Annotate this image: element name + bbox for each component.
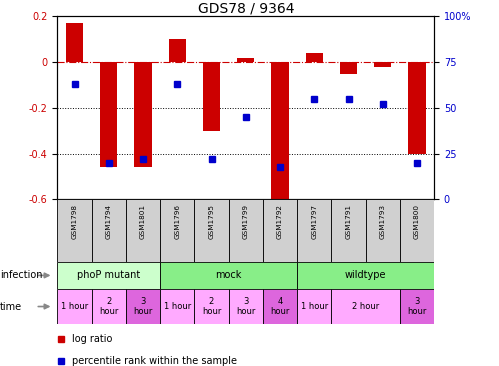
Bar bbox=[297, 289, 331, 324]
Title: GDS78 / 9364: GDS78 / 9364 bbox=[198, 1, 294, 15]
Bar bbox=[195, 289, 229, 324]
Text: GSM1792: GSM1792 bbox=[277, 205, 283, 239]
Text: 3
hour: 3 hour bbox=[236, 297, 255, 316]
Bar bbox=[331, 199, 366, 262]
Bar bbox=[203, 62, 220, 131]
Bar bbox=[340, 62, 357, 74]
Bar bbox=[263, 289, 297, 324]
Bar bbox=[331, 289, 400, 324]
Text: log ratio: log ratio bbox=[72, 333, 113, 344]
Text: 2
hour: 2 hour bbox=[99, 297, 118, 316]
Text: 2 hour: 2 hour bbox=[352, 302, 379, 311]
Text: GSM1797: GSM1797 bbox=[311, 205, 317, 239]
Text: 4
hour: 4 hour bbox=[270, 297, 290, 316]
Text: GSM1800: GSM1800 bbox=[414, 205, 420, 239]
Text: GSM1796: GSM1796 bbox=[174, 205, 180, 239]
Text: GSM1791: GSM1791 bbox=[345, 205, 351, 239]
Text: GSM1798: GSM1798 bbox=[71, 205, 77, 239]
Bar bbox=[263, 199, 297, 262]
Bar bbox=[126, 289, 160, 324]
Bar bbox=[229, 199, 263, 262]
Bar bbox=[229, 289, 263, 324]
Text: GSM1793: GSM1793 bbox=[380, 205, 386, 239]
Text: wildtype: wildtype bbox=[345, 270, 386, 280]
Text: phoP mutant: phoP mutant bbox=[77, 270, 140, 280]
Text: 1 hour: 1 hour bbox=[164, 302, 191, 311]
Bar bbox=[297, 199, 331, 262]
Bar bbox=[57, 289, 92, 324]
Bar bbox=[126, 199, 160, 262]
Text: 3
hour: 3 hour bbox=[407, 297, 427, 316]
Text: GSM1795: GSM1795 bbox=[209, 205, 215, 239]
Bar bbox=[195, 199, 229, 262]
Bar bbox=[57, 199, 92, 262]
Text: GSM1799: GSM1799 bbox=[243, 205, 249, 239]
Bar bbox=[400, 199, 434, 262]
Text: 2
hour: 2 hour bbox=[202, 297, 221, 316]
Bar bbox=[160, 289, 195, 324]
Text: time: time bbox=[0, 302, 22, 311]
Text: GSM1801: GSM1801 bbox=[140, 205, 146, 239]
Bar bbox=[374, 62, 391, 67]
Bar bbox=[297, 262, 434, 289]
Text: 1 hour: 1 hour bbox=[61, 302, 88, 311]
Bar bbox=[169, 39, 186, 62]
Text: 3
hour: 3 hour bbox=[133, 297, 153, 316]
Bar bbox=[92, 289, 126, 324]
Bar bbox=[57, 262, 160, 289]
Text: mock: mock bbox=[216, 270, 242, 280]
Bar bbox=[66, 23, 83, 62]
Bar bbox=[237, 57, 254, 62]
Bar bbox=[134, 62, 152, 168]
Bar bbox=[160, 199, 195, 262]
Bar bbox=[400, 289, 434, 324]
Text: infection: infection bbox=[0, 270, 42, 280]
Text: percentile rank within the sample: percentile rank within the sample bbox=[72, 355, 238, 366]
Bar bbox=[366, 199, 400, 262]
Text: 1 hour: 1 hour bbox=[300, 302, 328, 311]
Text: GSM1794: GSM1794 bbox=[106, 205, 112, 239]
Bar bbox=[409, 62, 426, 154]
Bar bbox=[160, 262, 297, 289]
Bar bbox=[100, 62, 117, 168]
Bar bbox=[306, 53, 323, 62]
Bar bbox=[271, 62, 288, 199]
Bar bbox=[92, 199, 126, 262]
